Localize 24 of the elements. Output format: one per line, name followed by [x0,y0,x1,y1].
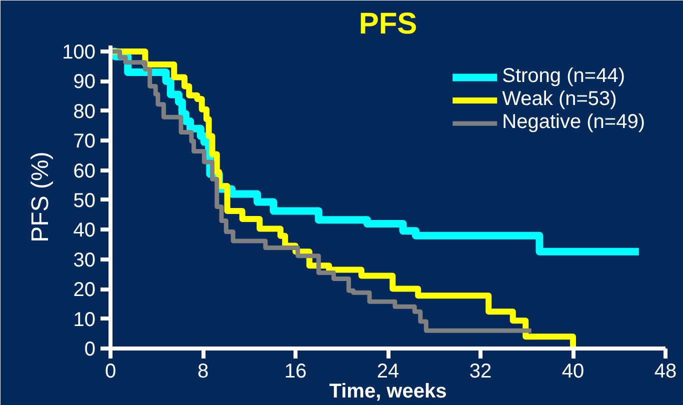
y-tick-label: 100 [62,41,96,64]
legend-label: Negative (n=49) [502,111,645,134]
legend-label: Weak (n=53) [502,88,617,111]
y-tick-label: 10 [73,308,96,331]
y-tick-label: 50 [73,190,96,212]
x-tick-label: 16 [284,360,307,382]
y-tick-label: 30 [73,249,96,272]
x-tick-label: 8 [197,360,209,382]
y-tick-label: 80 [73,100,96,123]
y-tick-label: 90 [73,71,96,94]
chart-title: PFS [358,8,418,40]
x-tick-label: 32 [469,360,492,382]
x-tick-label: 48 [654,360,677,382]
y-tick-label: 20 [73,279,96,302]
y-tick-label: 40 [73,220,96,242]
y-tick-label: 60 [73,160,96,182]
x-tick-label: 40 [562,360,584,382]
x-tick-label: 24 [376,360,400,382]
y-tick-label: 0 [84,338,96,360]
legend-label: Strong (n=44) [502,65,625,88]
y-tick-label: 70 [73,130,96,153]
x-tick-label: 0 [104,360,116,382]
x-axis-title: Time, weeks [329,380,447,402]
y-axis-title: PFS (%) [27,152,54,242]
